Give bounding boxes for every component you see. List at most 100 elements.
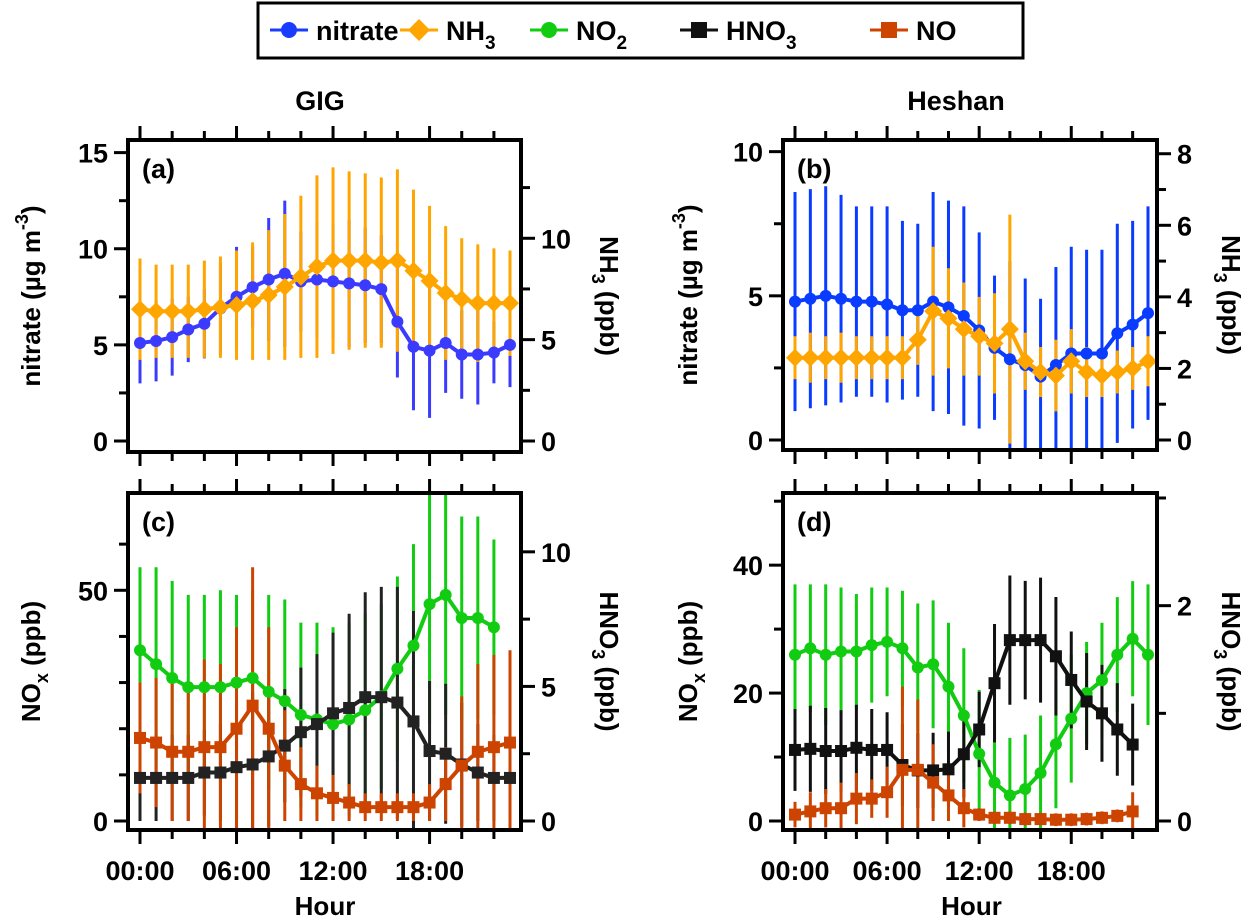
data-point bbox=[262, 722, 275, 735]
panel-d: 00:00 06:00 12:00 18:00 Hour 0 20 40 0 2 NOx (ppb)… bbox=[673, 479, 1246, 921]
data-point bbox=[230, 761, 243, 774]
y-left-axis-title-tail: (ppb) bbox=[16, 601, 46, 673]
data-point bbox=[832, 348, 851, 367]
data-point bbox=[423, 344, 436, 357]
data-point bbox=[182, 681, 195, 694]
data-point bbox=[1003, 789, 1016, 802]
data-point bbox=[789, 808, 801, 821]
data-point bbox=[911, 661, 924, 674]
panel-label: (d) bbox=[797, 507, 831, 537]
y-left-axis-title-tail: (ppb) bbox=[673, 601, 703, 673]
y-left-axis-title-main: NO bbox=[673, 683, 703, 722]
data-point bbox=[391, 801, 404, 814]
y-left-axis-title-main: nitrate (µg m bbox=[16, 230, 46, 387]
data-point bbox=[957, 310, 970, 323]
data-point bbox=[896, 763, 909, 776]
data-point bbox=[359, 691, 372, 704]
x-tick-label: 00:00 bbox=[105, 856, 174, 886]
data-point bbox=[1000, 320, 1019, 339]
data-point bbox=[134, 771, 146, 784]
data-point bbox=[150, 335, 163, 348]
data-point bbox=[214, 681, 227, 694]
data-point bbox=[1080, 813, 1093, 826]
plot-frame bbox=[781, 491, 1159, 832]
data-point bbox=[862, 348, 881, 367]
data-point bbox=[504, 771, 516, 784]
panel-a: 0 5 10 15 0 5 10 nitrate (µg m-3) NH3 (ppb) (a) bbox=[12, 126, 624, 466]
series-line bbox=[794, 636, 1150, 798]
data-point bbox=[896, 642, 909, 655]
legend-marker-circle-icon bbox=[541, 22, 557, 38]
y-right-tick-label: 8 bbox=[1177, 140, 1192, 170]
data-point bbox=[1095, 347, 1108, 360]
data-point bbox=[819, 648, 832, 661]
data-point bbox=[988, 811, 1001, 824]
data-point bbox=[850, 792, 863, 805]
y-right-axis-title-sub: 3 bbox=[1210, 273, 1230, 283]
data-point bbox=[1139, 352, 1155, 371]
panel-label: (b) bbox=[797, 154, 831, 184]
data-point bbox=[327, 718, 340, 731]
legend-item-nitrate: nitrate bbox=[270, 16, 399, 46]
data-point bbox=[789, 648, 801, 661]
x-axis-title: Hour bbox=[295, 891, 356, 921]
data-point bbox=[804, 805, 817, 818]
data-point bbox=[166, 771, 179, 784]
data-point bbox=[1065, 712, 1078, 725]
data-point bbox=[847, 348, 866, 367]
legend: nitrate NH3 NO2 HNO3 NO bbox=[256, 1, 1025, 60]
data-point bbox=[439, 588, 452, 601]
data-point bbox=[1003, 634, 1016, 647]
legend-marker-square-icon bbox=[881, 22, 897, 38]
data-point bbox=[243, 292, 262, 311]
data-point bbox=[1062, 352, 1081, 371]
data-point bbox=[294, 708, 307, 721]
legend-item-nh3: NH3 bbox=[400, 16, 496, 54]
data-point bbox=[1111, 809, 1124, 822]
data-point bbox=[911, 763, 924, 776]
data-point bbox=[1049, 359, 1062, 372]
legend-label-sub: 3 bbox=[786, 33, 797, 54]
legend-label-main: NO bbox=[576, 16, 617, 46]
data-point bbox=[439, 336, 452, 349]
data-point bbox=[501, 294, 519, 313]
data-point bbox=[1126, 738, 1139, 751]
panel-c: 00:00 06:00 12:00 18:00 Hour 0 50 0 5 10 NOx (ppb)… bbox=[16, 479, 624, 921]
data-point bbox=[939, 309, 958, 328]
data-point bbox=[896, 304, 909, 317]
data-point bbox=[1123, 359, 1142, 378]
data-point bbox=[131, 300, 149, 319]
legend-item-no: NO bbox=[870, 16, 957, 46]
y-left-axis-title: NOx (ppb) bbox=[673, 601, 709, 722]
data-point bbox=[423, 796, 436, 809]
data-point bbox=[484, 294, 503, 313]
data-point bbox=[835, 645, 848, 658]
data-point bbox=[804, 742, 817, 755]
series-no2 bbox=[789, 632, 1154, 802]
data-point bbox=[455, 348, 468, 361]
y-right-tick-label: 0 bbox=[1177, 807, 1192, 837]
data-point bbox=[835, 802, 848, 815]
data-point bbox=[179, 302, 198, 321]
data-point bbox=[1126, 318, 1139, 331]
data-point bbox=[211, 298, 230, 317]
series-hno3 bbox=[134, 691, 516, 784]
data-point bbox=[294, 778, 307, 791]
y-left-tick-label: 5 bbox=[93, 331, 108, 361]
data-point bbox=[134, 336, 146, 349]
data-point bbox=[942, 301, 955, 314]
data-point bbox=[134, 644, 146, 657]
data-point bbox=[1126, 805, 1139, 818]
data-point bbox=[455, 611, 468, 624]
data-point bbox=[789, 295, 801, 308]
data-point bbox=[327, 275, 340, 288]
data-point bbox=[407, 639, 420, 652]
data-point bbox=[198, 766, 211, 779]
y-right-axis-title: NH3 (ppb) bbox=[588, 236, 624, 356]
data-point bbox=[214, 741, 227, 754]
data-point bbox=[1077, 363, 1096, 382]
data-point bbox=[927, 658, 940, 671]
data-point bbox=[804, 292, 817, 305]
y-right-axis-title: NH3 (ppb) bbox=[1210, 235, 1246, 355]
data-point bbox=[1019, 783, 1032, 796]
